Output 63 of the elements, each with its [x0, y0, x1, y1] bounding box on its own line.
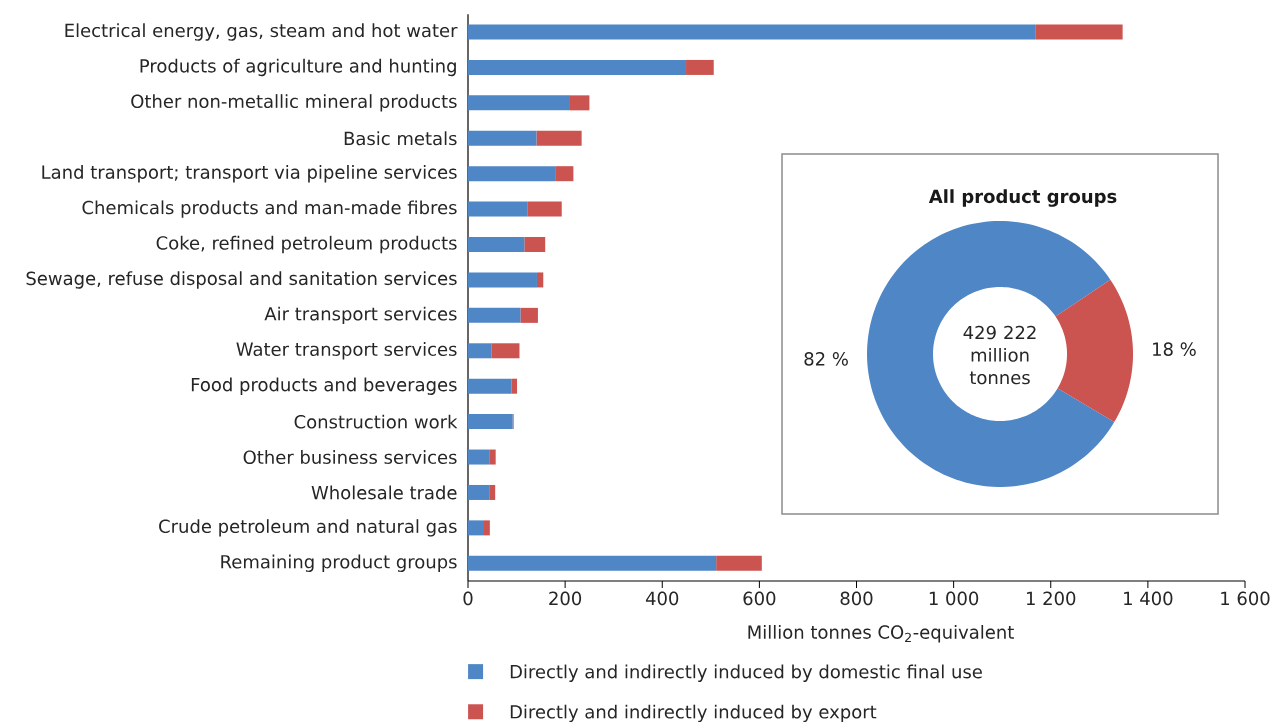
- bar: [468, 166, 556, 182]
- bar: [468, 343, 492, 359]
- bar: [511, 378, 518, 394]
- y-tick-label: Coke, refined petroleum products: [156, 235, 457, 254]
- bar: [536, 130, 582, 146]
- bar: [491, 343, 520, 359]
- bar: [468, 201, 528, 217]
- y-tick-label: Water transport services: [236, 342, 457, 360]
- annotation: 429 222 million tonnes: [963, 325, 1036, 385]
- y-tick-label: Other non-metallic mineral products: [131, 94, 457, 112]
- y-tick-label: Sewage, refuse disposal and sanitation services: [26, 271, 457, 289]
- bar: [555, 166, 574, 182]
- y-tick-label: Crude petroleum and natural gas: [159, 519, 457, 537]
- bar: [489, 449, 496, 465]
- y-tick-label: Wholesale trade: [311, 485, 457, 500]
- x-tick-label: 1 600: [1221, 591, 1270, 606]
- x-tick-label: 1 400: [1124, 591, 1173, 606]
- bar: [569, 95, 590, 111]
- bar: [468, 520, 485, 536]
- data-label: 82 %: [804, 352, 848, 366]
- bar: [524, 237, 546, 253]
- bar: [468, 59, 687, 75]
- bar: [489, 484, 496, 500]
- bar: [686, 59, 714, 75]
- y-tick-label: Electrical energy, gas, steam and hot water: [65, 23, 458, 41]
- bar: [468, 378, 512, 394]
- bar: [468, 484, 490, 500]
- y-tick-label: Products of agriculture and hunting: [140, 58, 456, 77]
- x-tick-label: 800: [840, 591, 873, 606]
- y-tick-label: Land transport; transport via pipeline services: [42, 164, 457, 183]
- chart-title: All product groups: [928, 189, 1117, 207]
- x-tick-label: 1 000: [929, 591, 979, 606]
- bar: [468, 237, 525, 253]
- y-tick-label: Air transport services: [264, 306, 457, 325]
- y-tick-label: Construction work: [294, 414, 458, 429]
- bar: [527, 201, 562, 217]
- y-tick-label: Other business services: [243, 450, 457, 464]
- y-tick-label: Remaining product groups: [221, 554, 457, 573]
- x-tick-label: 0: [463, 591, 473, 606]
- bar: [468, 95, 570, 111]
- x-tick-label: 400: [645, 591, 679, 606]
- bar: [468, 307, 521, 323]
- data-label: 18 %: [1153, 342, 1196, 356]
- bar: [520, 307, 538, 323]
- y-tick-label: Basic metals: [344, 131, 457, 146]
- legend-label: Directly and indirectly induced by domestic final use: [510, 664, 982, 682]
- bar: [468, 555, 717, 571]
- bar: [468, 130, 537, 146]
- bar: [536, 272, 544, 288]
- bar: [1035, 24, 1123, 40]
- x-tick-label: 200: [549, 591, 582, 606]
- x-axis-title: Million tonnes CO$_{2}$-equivalent: [748, 624, 1014, 643]
- bar: [468, 272, 537, 288]
- legend-label: Directly and indirectly induced by export: [510, 704, 877, 723]
- bar: [468, 24, 1036, 40]
- y-tick-label: Food products and beverages: [191, 377, 457, 395]
- bar: [484, 520, 490, 536]
- x-tick-label: 600: [743, 591, 776, 606]
- x-tick-label: 1 200: [1026, 591, 1076, 606]
- bar: [468, 449, 490, 465]
- bar: [468, 414, 513, 430]
- bar: [716, 555, 762, 571]
- y-tick-label: Chemicals products and man-made fibres: [82, 200, 457, 218]
